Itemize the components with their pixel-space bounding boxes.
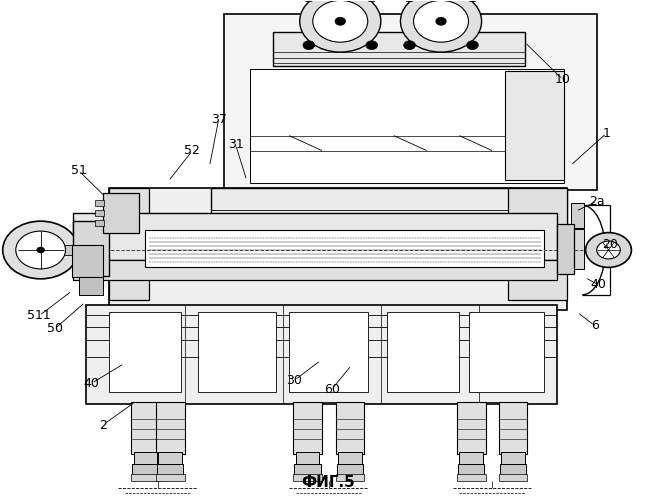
Bar [133,452,157,465]
Bar [145,230,545,267]
Bar [499,474,528,481]
Bar [87,304,558,404]
Bar [109,188,567,310]
Text: ФИГ.5: ФИГ.5 [302,474,355,490]
Bar [41,245,77,255]
Circle shape [3,221,79,279]
Circle shape [37,247,45,253]
Text: 2: 2 [99,418,106,432]
Text: 37: 37 [211,113,227,126]
Circle shape [366,40,378,50]
Bar [558,229,583,269]
Bar [459,452,483,465]
Bar [72,245,103,278]
Bar [336,402,365,454]
Circle shape [313,0,368,42]
Bar [198,312,276,392]
Bar [74,212,558,260]
Text: 1: 1 [602,126,610,140]
Circle shape [303,40,315,50]
Bar [558,224,574,274]
Circle shape [403,0,415,2]
Bar [501,452,525,465]
Circle shape [16,231,66,269]
Bar [109,188,148,300]
Circle shape [401,0,482,52]
Bar [457,474,486,481]
Bar [74,221,109,276]
Circle shape [303,0,315,2]
Bar [211,188,567,230]
Circle shape [403,40,415,50]
Text: 50: 50 [47,322,63,335]
Bar [338,452,362,465]
Bar [293,474,322,481]
Circle shape [466,40,478,50]
Bar [102,193,139,232]
Bar [293,402,322,454]
Bar [500,464,526,474]
Text: 10: 10 [555,73,571,86]
Text: 40: 40 [83,377,100,390]
Bar [294,464,321,474]
Circle shape [366,0,378,2]
Bar [250,68,564,183]
Bar [337,464,363,474]
Bar [457,402,486,454]
Bar [132,464,158,474]
Bar [509,188,567,300]
Bar [109,312,181,392]
Text: 6: 6 [591,319,599,332]
Bar [158,452,182,465]
Bar [458,464,484,474]
Text: 511: 511 [28,309,51,322]
Text: 20: 20 [602,238,618,250]
Bar [499,402,528,454]
Text: 52: 52 [185,144,200,157]
Text: 2a: 2a [589,195,604,208]
Bar [296,452,319,465]
Circle shape [413,0,468,42]
Bar [156,402,185,454]
Bar [95,200,104,206]
Text: 51: 51 [71,164,87,177]
Text: 30: 30 [286,374,302,387]
Circle shape [597,241,620,259]
Bar [156,474,185,481]
Text: 60: 60 [324,382,340,396]
Bar [570,203,583,228]
Bar [505,71,564,180]
Bar [131,474,160,481]
Text: 31: 31 [228,138,244,151]
Bar [95,210,104,216]
Circle shape [466,0,478,2]
Bar [388,312,459,392]
Bar [336,474,365,481]
Bar [74,260,558,280]
Bar [224,14,597,190]
Circle shape [585,232,631,268]
Bar [157,464,183,474]
Bar [469,312,545,392]
Bar [95,220,104,226]
Circle shape [335,18,346,25]
Circle shape [300,0,381,52]
Bar [79,278,103,294]
Text: 40: 40 [590,278,606,291]
Bar [131,402,160,454]
Circle shape [436,18,446,25]
Bar [273,32,525,66]
Bar [289,312,368,392]
